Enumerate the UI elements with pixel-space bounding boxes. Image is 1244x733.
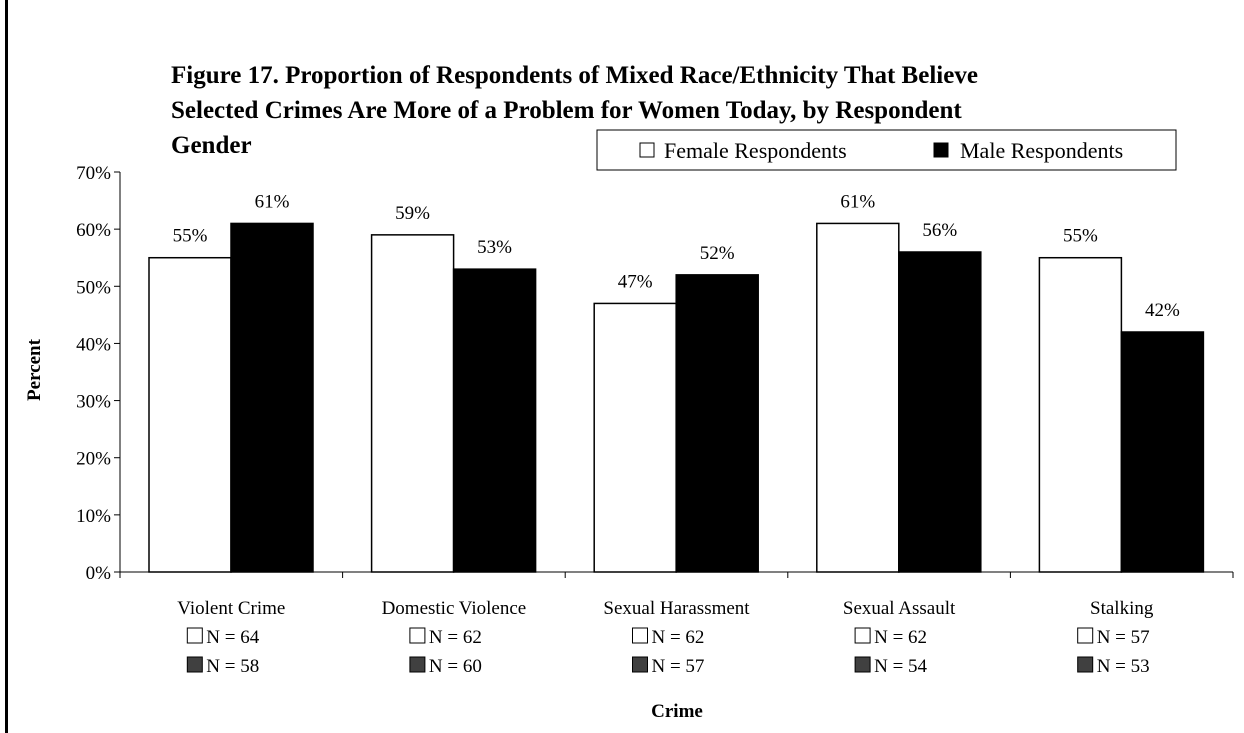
legend-box <box>596 129 1177 171</box>
chart-title-line: Figure 17. Proportion of Respondents of … <box>171 62 978 89</box>
n-label-male: N = 58 <box>206 656 259 677</box>
x-tick-label: Sexual Assault <box>843 598 956 619</box>
n-label-female: N = 62 <box>874 627 927 648</box>
category-labels: Violent Crime N = 64 N = 58 Domestic Violen… <box>177 598 1154 677</box>
bar-value-label: 47% <box>618 271 653 292</box>
legend-swatch-female <box>639 142 655 158</box>
n-label-male: N = 54 <box>874 656 927 677</box>
bar-female <box>593 302 677 573</box>
y-tick-label: 60% <box>76 220 111 241</box>
n-marker-male <box>409 656 426 673</box>
n-marker-male <box>632 656 648 673</box>
n-marker-female <box>854 627 871 644</box>
bar-male <box>1120 331 1205 573</box>
y-tick-label: 50% <box>76 277 111 298</box>
bar-value-label: 61% <box>255 191 290 212</box>
bars <box>148 222 1205 573</box>
n-label-male: N = 53 <box>1097 656 1150 677</box>
bar-female <box>1038 256 1123 573</box>
legend-label-female: Female Respondents <box>664 138 847 163</box>
value-labels: 55% 59% 47% 61% 55% 61% 53% 52% 56% 42% <box>173 191 1180 321</box>
bar-male <box>675 274 759 573</box>
x-tick-label: Sexual Harassment <box>603 598 750 619</box>
n-marker-male <box>186 656 203 673</box>
y-tick-label: 40% <box>76 334 111 355</box>
chart-title: Figure 17. Proportion of Respondents of … <box>171 62 978 159</box>
n-marker-female <box>1077 627 1094 644</box>
n-label-female: N = 62 <box>429 627 482 648</box>
bar-value-label: 53% <box>477 237 512 258</box>
bar-female <box>148 256 232 573</box>
n-label-male: N = 57 <box>652 656 705 677</box>
bar-male <box>230 222 314 573</box>
n-marker-female <box>186 627 203 644</box>
bar-value-label: 56% <box>922 220 957 241</box>
bar-female <box>816 222 900 573</box>
x-tick-label: Violent Crime <box>177 598 285 619</box>
n-label-female: N = 62 <box>652 627 705 648</box>
x-tick-label: Stalking <box>1090 598 1154 619</box>
n-label-female: N = 64 <box>206 627 259 648</box>
x-tick-label: Domestic Violence <box>382 598 527 619</box>
chart-title-line: Selected Crimes Are More of a Problem fo… <box>171 97 962 124</box>
legend-swatch-male <box>933 142 949 158</box>
bar-value-label: 61% <box>840 191 875 212</box>
y-tick-label: 10% <box>76 506 111 527</box>
bar-value-label: 59% <box>395 203 430 224</box>
x-axis-title: Crime <box>651 701 703 722</box>
n-marker-female <box>632 627 648 644</box>
bar-male <box>452 268 537 573</box>
bar-value-label: 55% <box>1063 226 1098 247</box>
n-label-female: N = 57 <box>1097 627 1150 648</box>
bar-value-label: 42% <box>1145 300 1180 321</box>
bar-value-label: 55% <box>173 226 208 247</box>
y-tick-label: 20% <box>76 449 111 470</box>
legend: Female Respondents Male Respondents <box>596 129 1177 171</box>
y-tick-label: 0% <box>86 563 112 584</box>
n-label-male: N = 60 <box>429 656 482 677</box>
y-tick-label: 30% <box>76 392 111 413</box>
n-marker-male <box>854 656 871 673</box>
y-axis: 0% 10% 20% 30% 40% 50% 60% 70% <box>76 163 121 584</box>
n-marker-female <box>409 627 426 644</box>
y-tick-label: 70% <box>76 163 111 184</box>
bar-female <box>370 234 455 573</box>
n-marker-male <box>1077 656 1094 673</box>
y-axis-title: Percent <box>24 338 45 401</box>
chart-title-line: Gender <box>171 132 252 159</box>
legend-label-male: Male Respondents <box>960 138 1123 163</box>
bar-male <box>898 251 982 573</box>
bar-value-label: 52% <box>700 243 735 264</box>
